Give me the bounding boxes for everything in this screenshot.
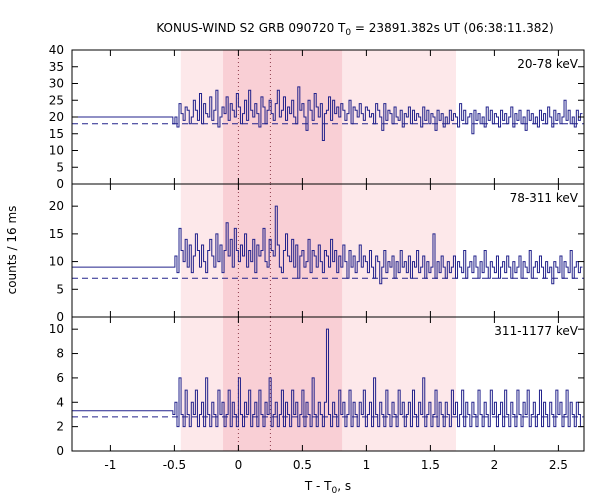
chart-title-prefix: KONUS-WIND S2 GRB 090720 T — [156, 21, 346, 35]
y-axis-label: counts / 16 ms — [5, 206, 19, 295]
y-tick-label: 40 — [49, 43, 64, 57]
y-tick-label: 10 — [49, 255, 64, 269]
panel-1: 0 5 10 15 20 25 30 35 40 20-78 keV — [49, 43, 585, 191]
y-tick-label: 10 — [49, 144, 64, 158]
x-axis-label-subscript: 0 — [332, 486, 338, 496]
y-tick-label: 4 — [56, 395, 64, 409]
y-tick-label: 35 — [49, 60, 64, 74]
y-tick-label: 0 — [56, 310, 64, 324]
x-tick-label: 0 — [235, 458, 243, 472]
lightcurve-series — [72, 328, 583, 428]
x-axis-label: T - T0, s — [304, 479, 351, 496]
x-tick-label: 2 — [491, 458, 499, 472]
y-tick-label: 20 — [49, 199, 64, 213]
panel-3: 0 2 4 6 8 10 311-1177 keV -1 -0.5 0 0.5 1 1.5 2 2.5 — [49, 316, 585, 472]
lightcurve-series — [72, 205, 583, 285]
chart-title-suffix: = 23891.382s UT (06:38:11.382) — [351, 21, 554, 35]
x-tick-label: -0.5 — [163, 458, 186, 472]
x-axis-label-prefix: T - T — [304, 479, 332, 493]
chart-title: KONUS-WIND S2 GRB 090720 T0 = 23891.382s… — [156, 21, 553, 38]
chart-title-subscript: 0 — [345, 28, 351, 38]
y-tick-label: 5 — [56, 282, 64, 296]
panel-frame — [71, 316, 585, 452]
panel-energy-label: 78-311 keV — [510, 191, 579, 205]
y-tick-label: 0 — [56, 177, 64, 191]
y-tick-label: 2 — [56, 420, 64, 434]
y-tick-label: 0 — [56, 444, 64, 458]
y-tick-label: 25 — [49, 93, 64, 107]
x-tick-label: 2.5 — [549, 458, 568, 472]
x-tick-label: 1 — [363, 458, 371, 472]
shaded-region-2 — [223, 317, 343, 451]
y-tick-label: 5 — [56, 160, 64, 174]
y-tick-label: 20 — [49, 110, 64, 124]
panel-2: 0 5 10 15 20 78-311 keV — [49, 183, 585, 324]
y-tick-label: 30 — [49, 77, 64, 91]
panel-energy-label: 20-78 keV — [517, 57, 579, 71]
x-tick-label: -1 — [104, 458, 116, 472]
x-tick-label: 1.5 — [421, 458, 440, 472]
panel-energy-label: 311-1177 keV — [494, 324, 578, 338]
y-tick-label: 15 — [49, 127, 64, 141]
x-axis-label-suffix: , s — [337, 479, 351, 493]
x-tick-label: 0.5 — [293, 458, 312, 472]
y-tick-label: 10 — [49, 322, 64, 336]
y-tick-label: 6 — [56, 371, 64, 385]
y-tick-label: 15 — [49, 227, 64, 241]
y-tick-label: 8 — [56, 347, 64, 361]
lightcurve-series — [72, 86, 583, 141]
